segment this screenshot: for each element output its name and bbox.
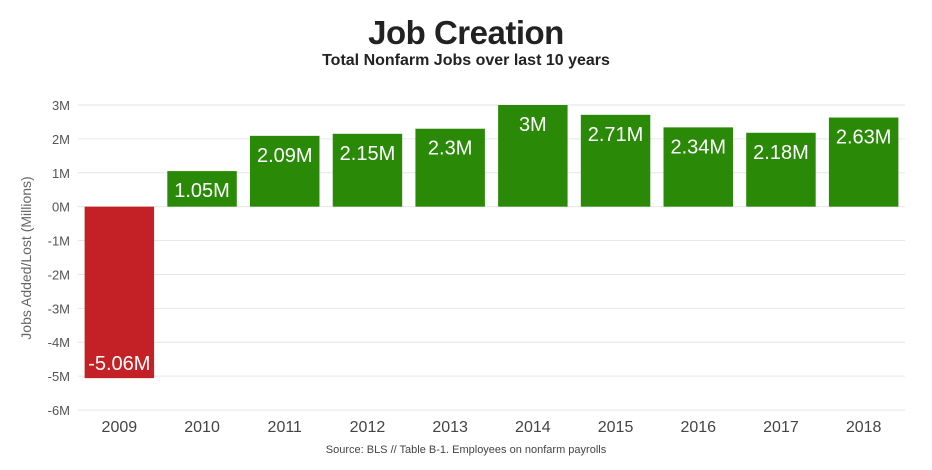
x-tick-label: 2016 [680, 419, 716, 436]
x-tick-label: 2018 [846, 419, 882, 436]
y-tick-label: -2M [48, 267, 70, 282]
data-label: 2.63M [836, 127, 892, 149]
bar-2017 [746, 132, 816, 207]
y-tick-label: -5M [48, 369, 70, 384]
x-tick-label: 2015 [598, 419, 634, 436]
data-label: 2.18M [753, 142, 809, 164]
bar-2010 [167, 171, 237, 207]
bar-2013 [415, 128, 485, 207]
x-tick-label: 2009 [102, 419, 138, 436]
y-tick-label: -6M [48, 403, 70, 418]
source-note: Source: BLS // Table B-1. Employees on n… [325, 444, 607, 456]
data-label: 3M [519, 114, 547, 136]
chart-subtitle: Total Nonfarm Jobs over last 10 years [322, 52, 610, 69]
x-axis-ticks: 2009 2010 2011 2012 2013 2014 2015 2016 2017 2018 [102, 419, 882, 436]
y-tick-label: -4M [48, 335, 70, 350]
x-tick-label: 2012 [350, 419, 386, 436]
x-tick-label: 2014 [515, 419, 551, 436]
data-label: 2.34M [670, 136, 726, 158]
data-label: 2.09M [257, 145, 313, 167]
bar-2012 [332, 133, 403, 207]
x-tick-label: 2013 [432, 419, 468, 436]
bar-2016 [663, 127, 733, 207]
bar-2009 [84, 206, 155, 379]
y-tick-label: -3M [48, 301, 70, 316]
data-label: 1.05M [174, 180, 230, 202]
data-labels: -5.06M 1.05M 2.09M 2.15M 2.3M 3M 2.71M 2.34M 2.1… [88, 114, 891, 375]
x-tick-label: 2017 [763, 419, 799, 436]
bar-2014 [498, 105, 568, 207]
gridlines [78, 104, 905, 411]
bar-2011 [250, 135, 320, 207]
data-label: 2.3M [428, 138, 472, 160]
data-label: -5.06M [88, 353, 150, 375]
y-tick-label: 0M [52, 200, 70, 215]
bars [84, 105, 899, 379]
y-tick-label: 1M [52, 166, 70, 181]
y-tick-label: -1M [48, 234, 70, 249]
data-label: 2.71M [588, 124, 644, 146]
y-axis-ticks: 3M 2M 1M 0M -1M -2M -3M -4M -5M -6M [48, 98, 70, 418]
y-tick-label: 2M [52, 132, 70, 147]
y-tick-label: 3M [52, 98, 70, 113]
data-label: 2.15M [340, 143, 396, 165]
bar-2018 [828, 117, 899, 207]
bar-2015 [580, 114, 651, 207]
x-tick-label: 2010 [184, 419, 220, 436]
chart-title: Job Creation [368, 14, 564, 51]
x-tick-label: 2011 [268, 419, 303, 436]
